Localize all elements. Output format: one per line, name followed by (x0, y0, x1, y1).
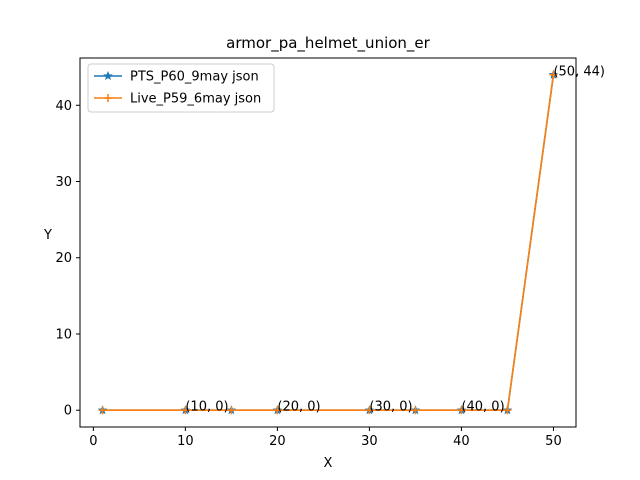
x-tick-label: 0 (89, 434, 97, 449)
legend-entry: Live_P59_6may json (94, 92, 261, 107)
x-tick-label: 50 (545, 434, 562, 449)
data-point (411, 406, 420, 415)
chart-title: armor_pa_helmet_union_er (226, 34, 430, 53)
x-tick-label: 40 (453, 434, 470, 449)
y-tick-label: 30 (55, 175, 72, 190)
y-tick-label: 0 (64, 404, 72, 419)
legend-label: Live_P59_6may json (130, 92, 261, 107)
axis-layer: 0 10 20 30 40 50 0 10 20 30 40 (55, 57, 577, 449)
point-annotation: (20, 0) (277, 400, 320, 415)
plot-area (80, 58, 576, 427)
plot-background (80, 58, 576, 427)
axes-frame (79, 57, 577, 428)
y-tick-label: 10 (55, 327, 72, 342)
series-layer (97, 69, 559, 415)
x-tick-label: 10 (177, 434, 194, 449)
point-annotation: (30, 0) (369, 400, 412, 415)
point-annotation: (40, 0) (461, 400, 504, 415)
series-2 (98, 70, 558, 415)
data-point (457, 406, 466, 415)
legend-marker (103, 70, 113, 81)
legend-entry: PTS_P60_9may json (94, 70, 259, 85)
x-tick-label: 20 (269, 434, 286, 449)
legend-box (87, 63, 275, 113)
x-axis-label: X (324, 456, 333, 471)
point-annotation: (50, 44) (553, 64, 605, 79)
data-point (98, 406, 107, 415)
data-point (549, 70, 558, 79)
legend: PTS_P60_9may json Live_P59_6may json (87, 63, 275, 113)
y-tick-label: 20 (55, 251, 72, 266)
x-tick-label: 30 (361, 434, 378, 449)
data-point (227, 406, 236, 415)
data-point (503, 406, 512, 415)
legend-label: PTS_P60_9may json (130, 70, 259, 85)
y-tick-label: 40 (55, 99, 72, 114)
point-annotation: (10, 0) (185, 400, 228, 415)
legend-marker (104, 94, 112, 102)
y-axis-label: Y (43, 228, 52, 243)
data-point (365, 406, 374, 415)
annotation-layer: (10, 0) (20, 0) (30, 0) (40, 0) (50, 44) (185, 64, 605, 414)
data-point (273, 406, 282, 415)
data-point (181, 406, 190, 415)
